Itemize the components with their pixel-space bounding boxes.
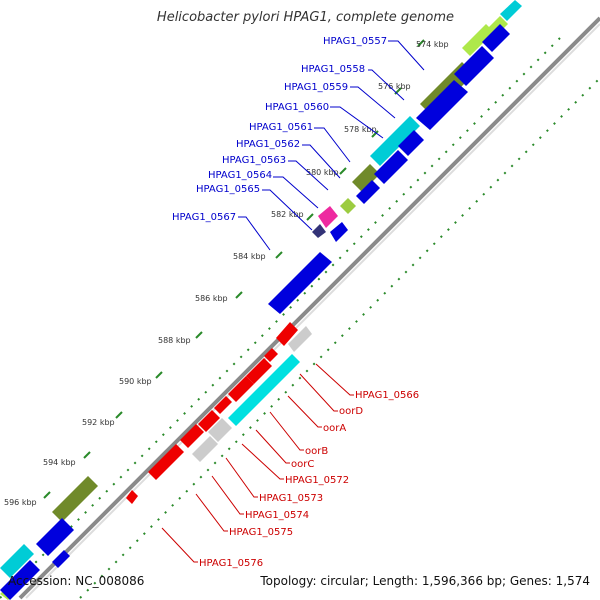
gene-feature: [264, 348, 278, 362]
gene-feature: [356, 180, 380, 204]
gene-feature: [52, 550, 70, 568]
gene-label: HPAG1_0559: [284, 82, 348, 93]
gene-label: oorC: [291, 459, 314, 470]
tick-label: 580 kbp: [306, 168, 339, 177]
gene-feature: [192, 436, 218, 462]
gene-label: HPAG1_0563: [222, 155, 286, 166]
tick-label: 594 kbp: [43, 458, 76, 467]
gene-feature: [148, 444, 184, 480]
gene-label: HPAG1_0576: [199, 558, 263, 569]
gene-feature: [228, 376, 254, 402]
outer-tick-ring: [0, 37, 561, 599]
gene-feature: [276, 322, 298, 346]
gene-feature: [352, 164, 380, 192]
gene-label: HPAG1_0557: [323, 36, 387, 47]
gene-feature: [180, 424, 204, 448]
gene-label: HPAG1_0575: [229, 527, 293, 538]
tick-label: 596 kbp: [4, 498, 37, 507]
reverse-gene-labels: HPAG1_0566 oorD oorA oorB oorC HPAG1_057…: [199, 390, 419, 569]
tick-label: 578 kbp: [344, 125, 377, 134]
gene-feature: [462, 24, 494, 56]
gene-label: HPAG1_0574: [245, 510, 309, 521]
accession-text: Accession: NC_008086: [8, 574, 145, 588]
gene-feature: [340, 198, 356, 214]
gene-feature: [312, 224, 326, 238]
gene-feature: [208, 418, 232, 442]
gene-feature: [454, 46, 494, 86]
gene-label: oorB: [305, 446, 328, 457]
gene-label: HPAG1_0566: [355, 390, 419, 401]
tick-label: 588 kbp: [158, 336, 191, 345]
reverse-leaders: [161, 363, 354, 563]
gene-label: HPAG1_0562: [236, 139, 300, 150]
gene-label: oorA: [323, 423, 346, 434]
gene-feature: [370, 116, 420, 166]
gene-feature: [228, 354, 300, 426]
tick-label: 574 kbp: [416, 40, 449, 49]
forward-features: [0, 0, 522, 600]
genome-backbone: [18, 16, 600, 600]
genome-summary-text: Topology: circular; Length: 1,596,366 bp…: [260, 574, 590, 588]
gene-feature: [330, 222, 348, 242]
gene-feature: [288, 326, 312, 352]
gene-feature: [36, 518, 74, 556]
tick-label: 592 kbp: [82, 418, 115, 427]
map-title: Helicobacter pylori HPAG1, complete geno…: [156, 10, 454, 25]
gene-feature: [398, 130, 424, 156]
tick-label: 590 kbp: [119, 377, 152, 386]
gene-label: oorD: [339, 406, 363, 417]
tick-label: 584 kbp: [233, 252, 266, 261]
tick-marks: [43, 39, 425, 499]
forward-leaders: [238, 40, 425, 251]
gene-feature: [126, 490, 138, 504]
gene-label: HPAG1_0565: [196, 184, 260, 195]
gene-feature: [52, 476, 98, 522]
gene-feature: [500, 0, 522, 21]
gene-feature: [416, 80, 468, 130]
reverse-features: [126, 322, 312, 504]
gene-label: HPAG1_0572: [285, 475, 349, 486]
gene-label: HPAG1_0560: [265, 102, 329, 113]
gene-feature: [246, 358, 272, 384]
tick-labels: 574 kbp 576 kbp 578 kbp 580 kbp 582 kbp …: [4, 40, 449, 507]
gene-feature: [214, 396, 232, 414]
gene-feature: [0, 560, 40, 600]
gene-label: HPAG1_0561: [249, 122, 313, 133]
gene-label: HPAG1_0567: [172, 212, 236, 223]
gene-label: HPAG1_0564: [208, 170, 272, 181]
gene-label: HPAG1_0573: [259, 493, 323, 504]
tick-label: 576 kbp: [378, 82, 411, 91]
gene-feature: [268, 252, 332, 314]
tick-label: 586 kbp: [195, 294, 228, 303]
gene-feature: [198, 410, 220, 432]
gene-feature: [482, 24, 510, 52]
gene-feature: [318, 206, 338, 228]
forward-gene-labels: HPAG1_0557 HPAG1_0558 HPAG1_0559 HPAG1_0…: [172, 36, 387, 223]
gene-feature: [0, 544, 34, 578]
tick-label: 582 kbp: [271, 210, 304, 219]
gene-label: HPAG1_0558: [301, 64, 365, 75]
gene-feature: [374, 150, 408, 184]
